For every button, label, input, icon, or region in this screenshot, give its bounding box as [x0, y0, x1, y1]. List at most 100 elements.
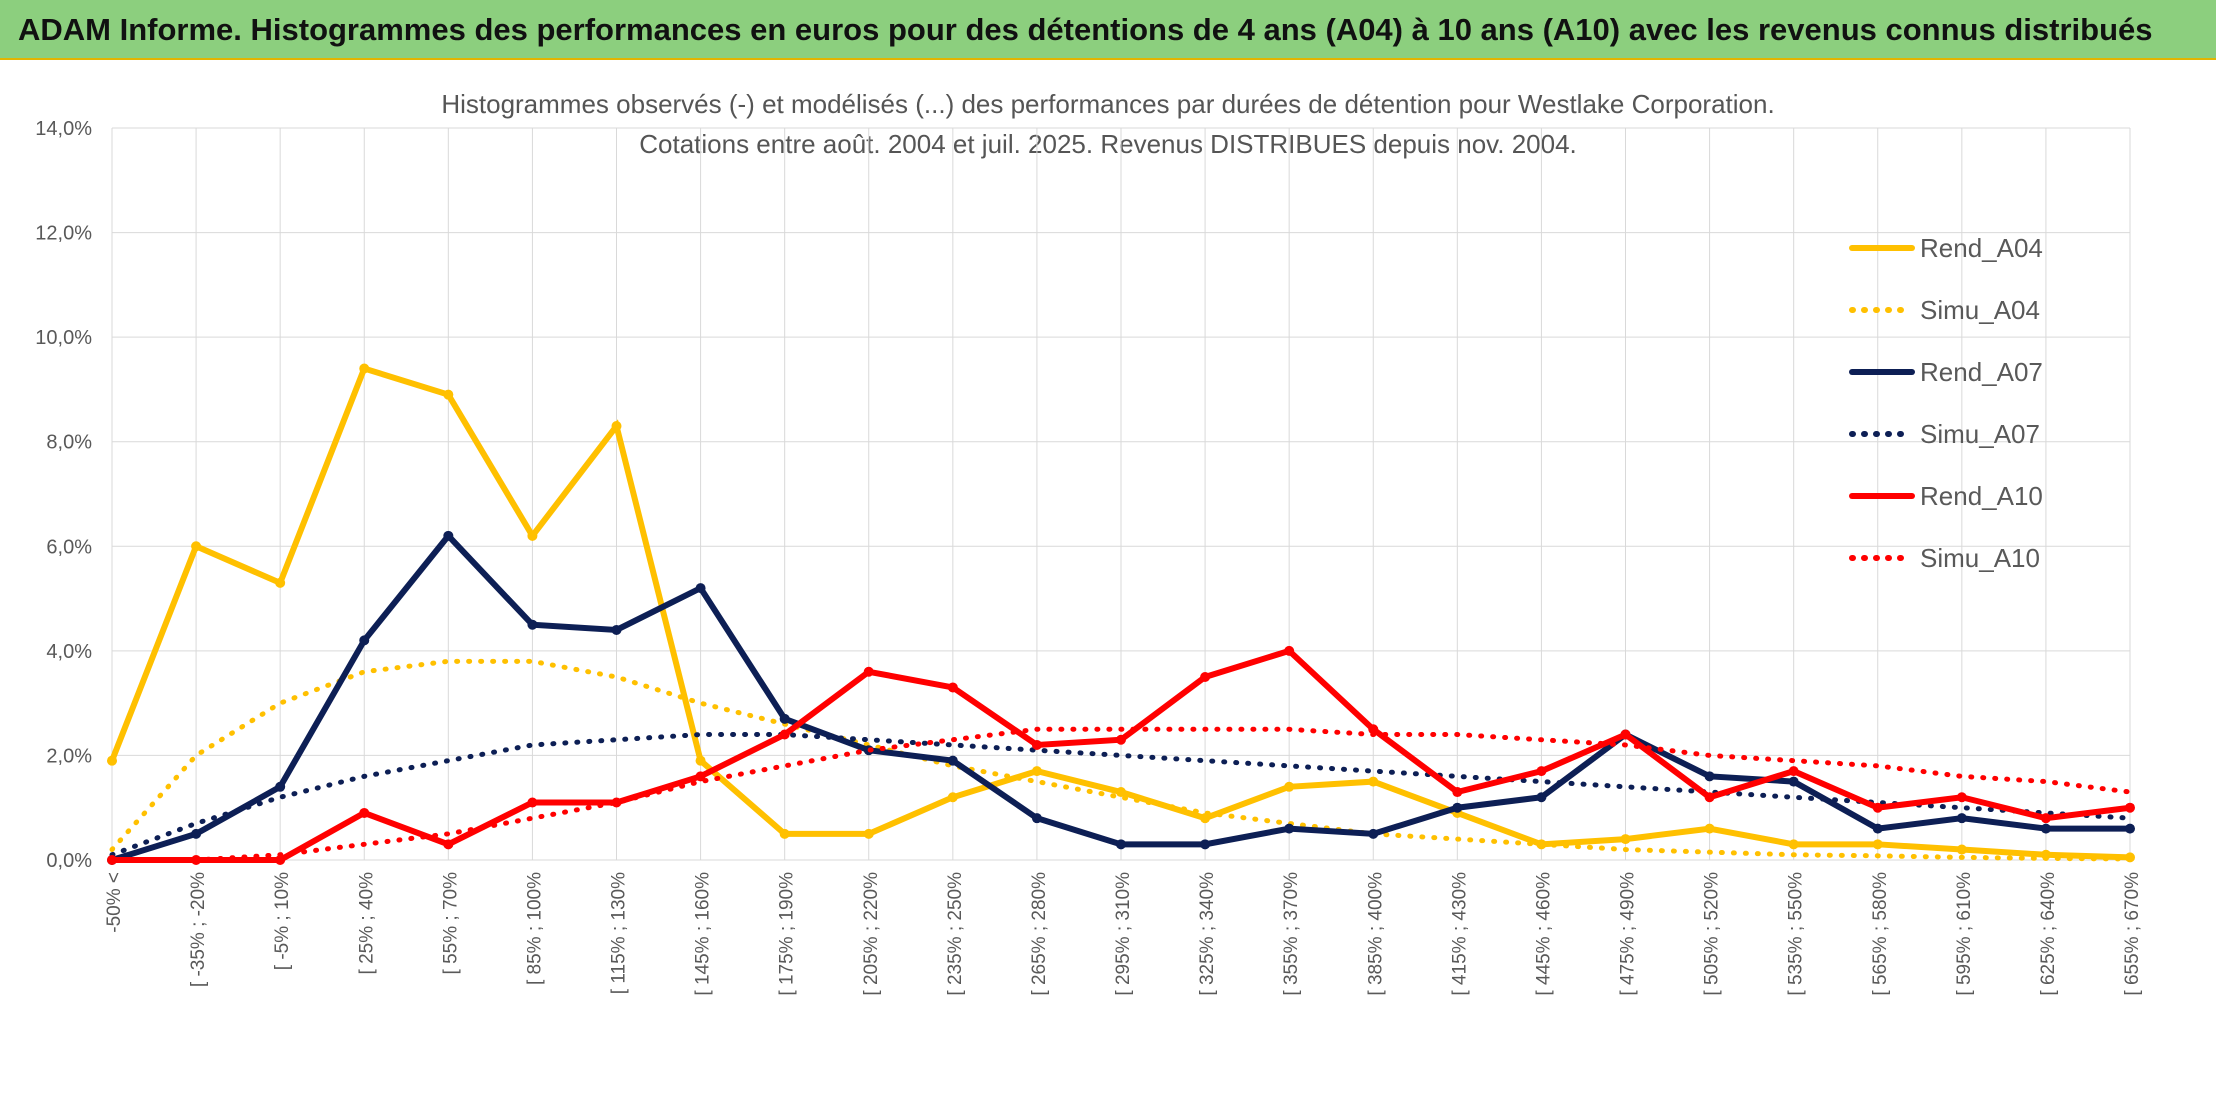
- data-point: [275, 855, 286, 865]
- x-tick-label: [ 175% ; 190%: [777, 872, 798, 996]
- y-tick-label: 4,0%: [46, 641, 92, 663]
- data-point: [527, 530, 538, 541]
- data-point: [1704, 823, 1715, 834]
- x-tick-label: [ 475% ; 490%: [1618, 872, 1639, 996]
- data-point: [863, 828, 874, 839]
- data-point: [359, 807, 370, 818]
- data-point: [1452, 787, 1463, 798]
- x-tick-label: [ 295% ; 310%: [1113, 872, 1134, 996]
- x-tick-label: [ 535% ; 550%: [1786, 872, 1807, 996]
- chart: Histogrammes observés (-) et modélisés (…: [35, 89, 2143, 996]
- data-point: [1200, 672, 1211, 682]
- legend-label: Rend_A04: [1920, 233, 2043, 263]
- y-tick-label: 0,0%: [46, 850, 92, 872]
- data-point: [1704, 771, 1715, 782]
- x-tick-label: [ 325% ; 340%: [1197, 872, 1218, 996]
- x-tick-label: [ 385% ; 400%: [1365, 872, 1386, 996]
- legend-label: Simu_A04: [1920, 295, 2040, 325]
- data-point: [1200, 839, 1211, 850]
- data-point: [1620, 729, 1631, 740]
- legend-label: Rend_A07: [1920, 357, 2043, 387]
- data-point: [1368, 724, 1379, 735]
- x-tick-label: [ -35% ; -20%: [188, 872, 209, 987]
- y-tick-label: 14,0%: [35, 118, 92, 140]
- chart-title: Histogrammes observés (-) et modélisés (…: [441, 89, 1774, 119]
- x-tick-label: [ -5% ; 10%: [272, 872, 293, 970]
- data-point: [2040, 813, 2051, 824]
- data-point: [527, 797, 538, 808]
- data-point: [1368, 776, 1379, 787]
- y-tick-label: 10,0%: [35, 327, 92, 349]
- data-point: [443, 839, 454, 850]
- data-point: [191, 828, 202, 839]
- legend-label: Simu_A07: [1920, 419, 2040, 449]
- data-point: [1284, 823, 1295, 834]
- x-tick-label: [ 445% ; 460%: [1533, 872, 1554, 996]
- data-point: [695, 755, 706, 766]
- data-point: [2040, 823, 2051, 834]
- legend-label: Simu_A10: [1920, 543, 2040, 573]
- chart-subtitle: Cotations entre août. 2004 et juil. 2025…: [639, 129, 1577, 159]
- x-tick-label: [ 595% ; 610%: [1954, 872, 1975, 996]
- data-point: [107, 755, 117, 766]
- data-point: [863, 666, 874, 677]
- data-point: [1536, 792, 1547, 803]
- data-point: [275, 781, 286, 792]
- data-point: [275, 577, 286, 588]
- data-point: [695, 771, 706, 782]
- data-point: [947, 755, 958, 766]
- data-point: [1872, 839, 1883, 850]
- series-line-Simu_A04: [109, 658, 2133, 862]
- data-point: [695, 583, 706, 594]
- data-point: [1116, 787, 1126, 798]
- data-point: [779, 729, 790, 740]
- data-point: [1872, 802, 1883, 813]
- data-point: [1031, 739, 1042, 750]
- banner: ADAM Informe. Histogrammes des performan…: [0, 0, 2216, 60]
- x-tick-label: [ 25% ; 40%: [356, 872, 377, 975]
- data-point: [2125, 823, 2135, 834]
- data-point: [527, 619, 538, 630]
- data-point: [1956, 813, 1967, 824]
- data-point: [1956, 844, 1967, 855]
- x-tick-label: [ 655% ; 670%: [2122, 872, 2143, 996]
- data-point: [1788, 776, 1799, 787]
- data-point: [611, 421, 622, 432]
- data-point: [359, 635, 370, 646]
- data-point: [1620, 834, 1631, 845]
- x-tick-label: -50% <: [104, 872, 125, 933]
- data-point: [359, 363, 370, 374]
- x-tick-label: [ 55% ; 70%: [440, 872, 461, 975]
- x-tick-label: [ 415% ; 430%: [1449, 872, 1470, 996]
- series-line-Simu_A07: [109, 732, 2133, 858]
- data-point: [1872, 823, 1883, 834]
- data-point: [443, 530, 454, 541]
- data-point: [2125, 802, 2135, 813]
- y-tick-label: 8,0%: [46, 432, 92, 454]
- data-point: [191, 541, 202, 552]
- data-point: [1116, 839, 1126, 850]
- x-tick-label: [ 625% ; 640%: [2038, 872, 2059, 996]
- data-point: [1536, 766, 1547, 777]
- x-tick-label: [ 235% ; 250%: [945, 872, 966, 996]
- data-point: [1031, 813, 1042, 824]
- y-tick-label: 2,0%: [46, 745, 92, 767]
- data-point: [443, 389, 454, 400]
- data-point: [1284, 781, 1295, 792]
- data-point: [1116, 734, 1126, 745]
- data-point: [1788, 766, 1799, 777]
- data-point: [779, 713, 790, 724]
- data-point: [1788, 839, 1799, 850]
- data-point: [947, 792, 958, 803]
- x-tick-label: [ 505% ; 520%: [1702, 872, 1723, 996]
- y-tick-label: 12,0%: [35, 223, 92, 245]
- banner-title: ADAM Informe. Histogrammes des performan…: [18, 12, 2153, 47]
- data-point: [1452, 802, 1463, 813]
- x-tick-label: [ 115% ; 130%: [609, 872, 630, 994]
- series-line-Simu_A10: [109, 726, 2133, 863]
- data-point: [779, 828, 790, 839]
- data-point: [1031, 766, 1042, 777]
- y-tick-label: 6,0%: [46, 536, 92, 558]
- legend-label: Rend_A10: [1920, 481, 2043, 511]
- data-point: [947, 682, 958, 693]
